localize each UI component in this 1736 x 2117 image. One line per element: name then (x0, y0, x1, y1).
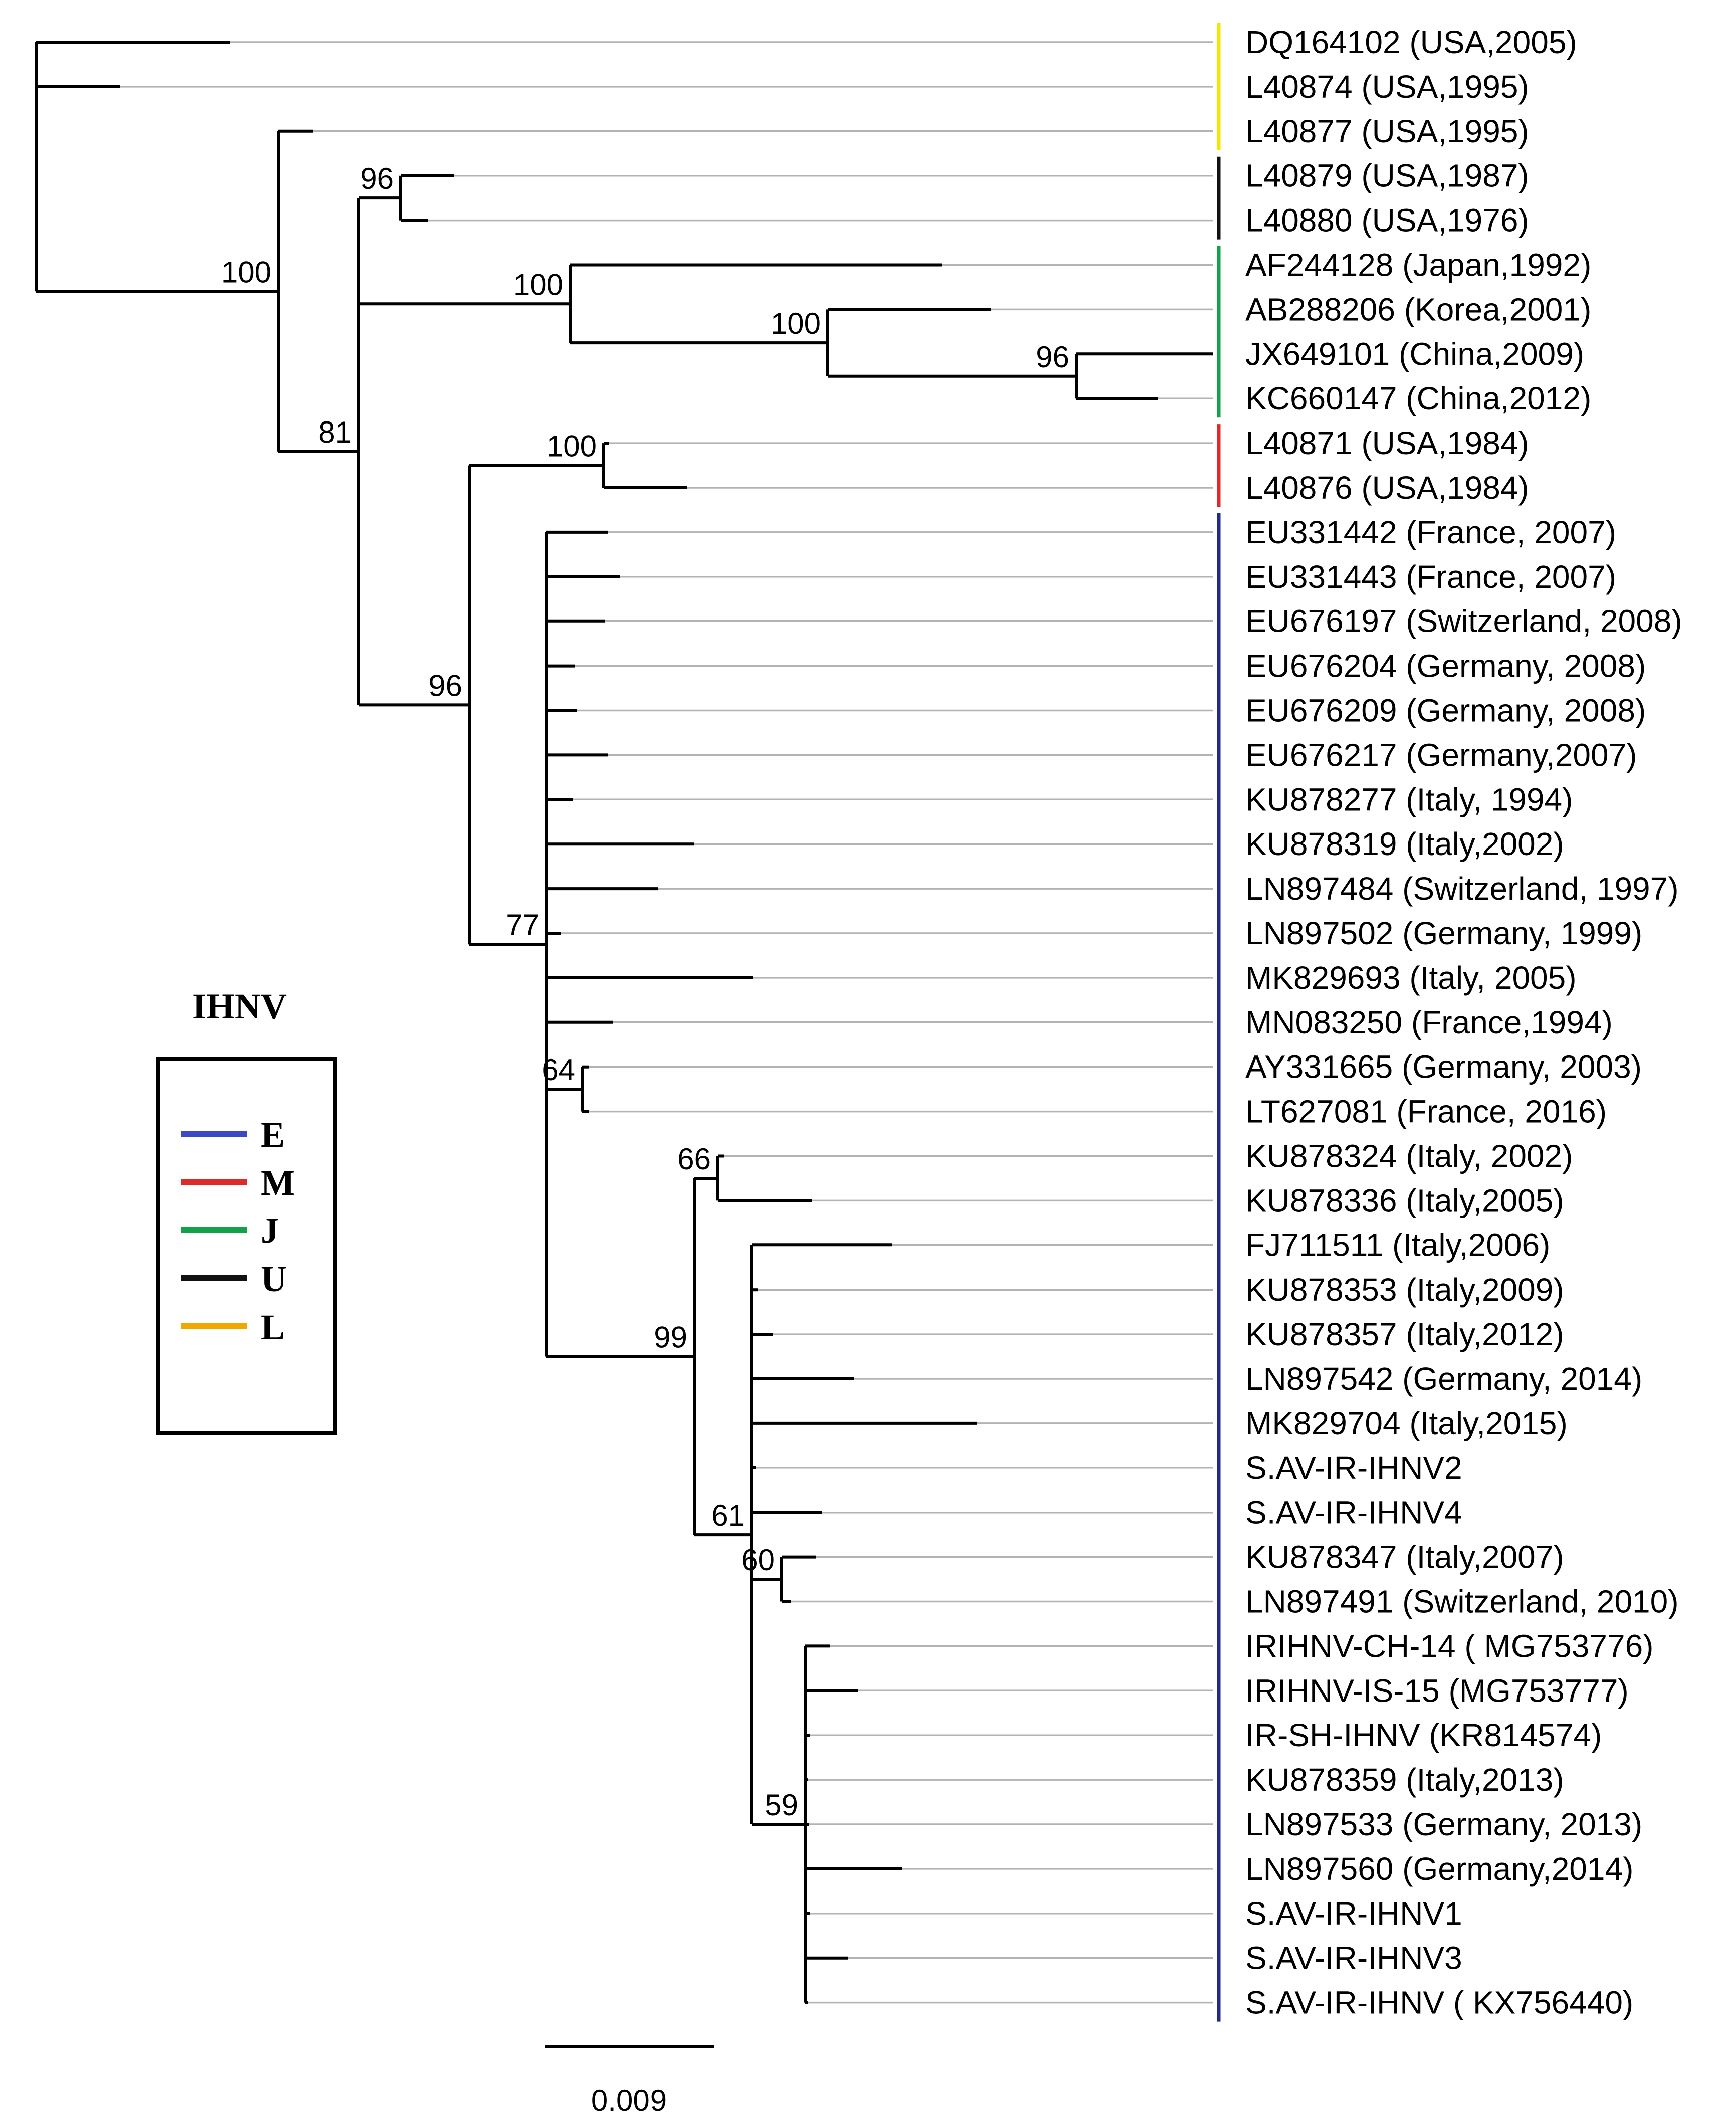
taxon-label: KU878336 (Italy,2005) (1245, 1182, 1564, 1218)
taxon-label: S.AV-IR-IHNV4 (1245, 1495, 1462, 1531)
taxon-label: AY331665 (Germany, 2003) (1245, 1049, 1642, 1085)
taxon-label: KU878319 (Italy,2002) (1245, 826, 1564, 862)
taxon-label: LN897542 (Germany, 2014) (1245, 1361, 1642, 1397)
bootstrap-values: 96 96 100 100 100 64 66 60 59 61 99 77 96 81 100 (221, 162, 1069, 1822)
legend-label-E: E (261, 1115, 285, 1155)
taxon-label: S.AV-IR-IHNV ( KX756440) (1245, 1985, 1633, 2021)
taxon-label: LN897491 (Switzerland, 2010) (1245, 1584, 1679, 1620)
bootstrap-value: 59 (765, 1788, 798, 1822)
bootstrap-value: 100 (513, 268, 563, 301)
bootstrap-value: 66 (677, 1142, 711, 1176)
taxon-label: L40874 (USA,1995) (1245, 69, 1529, 105)
taxon-label: S.AV-IR-IHNV3 (1245, 1940, 1462, 1976)
taxon-label: LN897533 (Germany, 2013) (1245, 1806, 1642, 1842)
taxon-label: KU878357 (Italy,2012) (1245, 1316, 1564, 1352)
taxon-label: KU878353 (Italy,2009) (1245, 1272, 1564, 1308)
taxon-label: KC660147 (China,2012) (1245, 380, 1591, 416)
taxon-label: KU878347 (Italy,2007) (1245, 1539, 1564, 1575)
legend-label-M: M (261, 1163, 295, 1203)
taxon-label: MN083250 (France,1994) (1245, 1004, 1613, 1040)
taxon-label: L40871 (USA,1984) (1245, 425, 1529, 461)
bootstrap-value: 100 (771, 307, 821, 340)
taxon-label: AB288206 (Korea,2001) (1245, 291, 1591, 327)
scale-bar-label: 0.009 (591, 2084, 667, 2117)
taxon-label: JX649101 (China,2009) (1245, 336, 1584, 372)
bootstrap-value: 64 (542, 1053, 575, 1087)
tree-branches (35, 42, 1078, 2003)
taxon-label: LN897502 (Germany, 1999) (1245, 915, 1642, 951)
bootstrap-value: 96 (1036, 340, 1069, 374)
taxon-label: AF244128 (Japan,1992) (1245, 247, 1591, 283)
taxon-label: DQ164102 (USA,2005) (1245, 24, 1577, 60)
scale-bar: 0.009 (545, 2045, 714, 2117)
legend-label-J: J (261, 1211, 279, 1251)
taxon-label: IR-SH-IHNV (KR814574) (1245, 1717, 1602, 1753)
legend-label-L: L (261, 1307, 285, 1347)
taxon-label: EU676197 (Switzerland, 2008) (1245, 603, 1682, 640)
bootstrap-value: 100 (221, 255, 271, 289)
taxon-label: S.AV-IR-IHNV1 (1245, 1895, 1462, 1932)
taxon-label: EU331443 (France, 2007) (1245, 559, 1616, 595)
legend-box (156, 1057, 337, 1435)
taxon-label: L40876 (USA,1984) (1245, 470, 1529, 506)
taxon-label: KU878359 (Italy,2013) (1245, 1762, 1564, 1798)
bootstrap-value: 96 (360, 162, 394, 195)
taxon-label: MK829693 (Italy, 2005) (1245, 960, 1577, 996)
bootstrap-value: 100 (547, 430, 597, 463)
taxon-label: IRIHNV-IS-15 (MG753777) (1245, 1672, 1629, 1709)
taxon-label: L40877 (USA,1995) (1245, 113, 1529, 149)
bootstrap-value: 99 (654, 1321, 687, 1354)
taxon-label: KU878324 (Italy, 2002) (1245, 1138, 1573, 1174)
taxon-label: EU676204 (Germany, 2008) (1245, 648, 1646, 684)
bootstrap-value: 81 (318, 415, 352, 449)
taxon-label: L40879 (USA,1987) (1245, 158, 1529, 194)
taxon-label: FJ711511 (Italy,2006) (1245, 1227, 1550, 1263)
bootstrap-value: 61 (711, 1499, 745, 1532)
taxon-label: IRIHNV-CH-14 ( MG753776) (1245, 1628, 1653, 1664)
bootstrap-value: 60 (741, 1543, 775, 1577)
bootstrap-value: 77 (506, 908, 539, 942)
taxon-label: S.AV-IR-IHNV2 (1245, 1450, 1462, 1486)
bootstrap-value: 96 (428, 669, 462, 702)
taxon-label: KU878277 (Italy, 1994) (1245, 781, 1573, 817)
legend-label-U: U (261, 1259, 287, 1299)
taxon-label: EU676209 (Germany, 2008) (1245, 693, 1646, 729)
legend-title: IHNV (192, 986, 287, 1026)
leaf-guide-lines (120, 41, 1213, 2004)
taxon-label: MK829704 (Italy,2015) (1245, 1405, 1568, 1441)
terminal-branches (36, 41, 1213, 2004)
taxon-label: LN897484 (Switzerland, 1997) (1245, 871, 1679, 907)
taxon-label: LN897560 (Germany,2014) (1245, 1851, 1633, 1887)
taxon-label: EU676217 (Germany,2007) (1245, 737, 1637, 773)
taxon-label: L40880 (USA,1976) (1245, 202, 1529, 239)
taxon-label: LT627081 (France, 2016) (1245, 1094, 1607, 1130)
taxon-labels: DQ164102 (USA,2005) L40874 (USA,1995) L408… (1245, 24, 1682, 2021)
taxon-label: EU331442 (France, 2007) (1245, 514, 1616, 550)
